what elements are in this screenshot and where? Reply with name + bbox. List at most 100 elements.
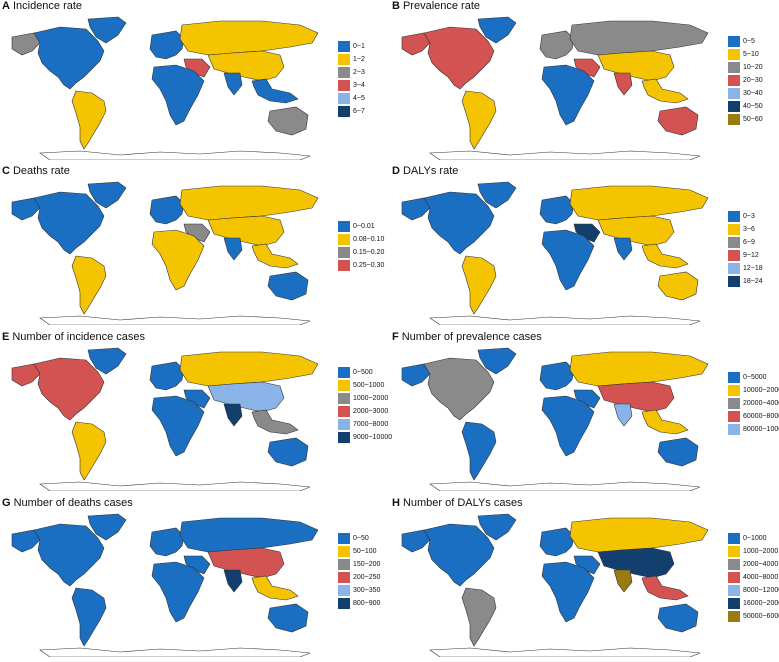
legend-label: 3~4 <box>353 82 365 89</box>
region-eu <box>539 30 575 60</box>
map-legend: 0~3 3~6 6~9 9~12 12~18 18~24 <box>728 210 763 288</box>
region-na <box>423 357 495 421</box>
region-eu <box>539 361 575 391</box>
map-panel-g: G Number of deaths cases 0~50 50~100 150~200… <box>0 497 389 662</box>
legend-swatch <box>728 585 740 596</box>
legend-label: 0~3 <box>743 213 755 220</box>
legend-swatch <box>728 211 740 222</box>
legend-label: 0~0.01 <box>353 223 375 230</box>
map-panel-d: D DALYs rate 0~3 3~6 6~9 9~12 12~18 18~24 <box>390 165 779 330</box>
region-asia <box>207 50 285 82</box>
legend-label: 300~350 <box>353 587 381 594</box>
legend-item: 0~500 <box>338 366 392 379</box>
region-na <box>33 191 105 255</box>
panel-letter: B <box>392 0 400 12</box>
legend-item: 9000~10000 <box>338 431 392 444</box>
legend-swatch <box>338 106 350 117</box>
region-sa <box>461 587 497 647</box>
region-ru <box>569 20 709 56</box>
region-eu <box>149 527 185 557</box>
world-map <box>11 181 319 325</box>
region-mideast <box>573 389 601 409</box>
legend-label: 5~10 <box>743 51 759 58</box>
legend-label: 2~3 <box>353 69 365 76</box>
region-ru <box>179 351 319 387</box>
region-india <box>223 237 243 261</box>
legend-swatch <box>728 385 740 396</box>
legend-swatch <box>338 54 350 65</box>
region-antarctica <box>39 315 311 325</box>
world-map <box>11 513 319 657</box>
world-map <box>401 16 709 160</box>
panel-letter: E <box>2 331 10 343</box>
map-panel-e: E Number of incidence cases 0~500 500~1000 1… <box>0 331 392 496</box>
legend-label: 2000~3000 <box>353 408 389 415</box>
legend-item: 500~1000 <box>338 379 392 392</box>
map-legend: 0~5 5~10 10~20 20~30 30~40 40~50 50~60 <box>728 35 763 126</box>
panel-title: C Deaths rate <box>2 165 70 177</box>
legend-swatch <box>338 221 350 232</box>
region-antarctica <box>429 315 701 325</box>
legend-label: 20~30 <box>743 77 763 84</box>
region-sa <box>71 90 107 150</box>
region-greenland <box>87 347 127 375</box>
legend-swatch <box>338 406 350 417</box>
legend-item: 0.08~0.10 <box>338 233 384 246</box>
legend-item: 4000~8000 <box>728 571 779 584</box>
world-map <box>401 513 709 657</box>
legend-swatch <box>728 62 740 73</box>
region-au <box>657 603 699 633</box>
region-antarctica <box>39 150 311 160</box>
legend-swatch <box>338 585 350 596</box>
legend-item: 10~20 <box>728 61 763 74</box>
region-india <box>613 237 633 261</box>
legend-swatch <box>338 380 350 391</box>
legend-item: 5~10 <box>728 48 763 61</box>
legend-item: 2000~4000 <box>728 558 779 571</box>
region-sea <box>251 243 299 269</box>
legend-swatch <box>728 572 740 583</box>
region-greenland <box>477 181 517 209</box>
legend-swatch <box>728 598 740 609</box>
region-au <box>657 437 699 467</box>
region-eu <box>539 527 575 557</box>
legend-label: 0~5 <box>743 38 755 45</box>
legend-swatch <box>728 114 740 125</box>
legend-label: 30~40 <box>743 90 763 97</box>
panel-title: H Number of DALYs cases <box>392 497 523 509</box>
legend-item: 6~9 <box>728 236 763 249</box>
region-sa <box>461 255 497 315</box>
region-eu <box>539 195 575 225</box>
panel-title-text: Number of DALYs cases <box>402 497 523 509</box>
legend-swatch <box>338 533 350 544</box>
legend-swatch <box>338 234 350 245</box>
region-na <box>33 523 105 587</box>
map-legend: 0~5000 10000~20000 20000~40000 60000~80000 8… <box>728 371 779 436</box>
region-greenland <box>477 16 517 44</box>
region-antarctica <box>429 481 701 491</box>
legend-label: 3~6 <box>743 226 755 233</box>
panel-title: E Number of incidence cases <box>2 331 145 343</box>
legend-item: 0~1000 <box>728 532 779 545</box>
legend-swatch <box>728 411 740 422</box>
region-au <box>267 271 309 301</box>
legend-item: 60000~80000 <box>728 410 779 423</box>
legend-label: 0.08~0.10 <box>353 236 385 243</box>
panel-title-text: Incidence rate <box>12 0 83 12</box>
map-legend: 0~500 500~1000 1000~2000 2000~3000 7000~8000… <box>338 366 392 444</box>
legend-swatch <box>338 41 350 52</box>
region-india <box>613 72 633 96</box>
world-map <box>11 16 319 160</box>
region-greenland <box>87 181 127 209</box>
legend-label: 0.15~0.20 <box>353 249 385 256</box>
legend-swatch <box>728 250 740 261</box>
region-asia <box>597 547 675 579</box>
legend-item: 0~1 <box>338 40 365 53</box>
legend-item: 0~0.01 <box>338 220 384 233</box>
region-greenland <box>477 513 517 541</box>
region-af <box>151 561 205 623</box>
region-sea <box>251 78 299 104</box>
legend-label: 7000~8000 <box>353 421 389 428</box>
legend-item: 50~60 <box>728 113 763 126</box>
region-asia <box>207 215 285 247</box>
